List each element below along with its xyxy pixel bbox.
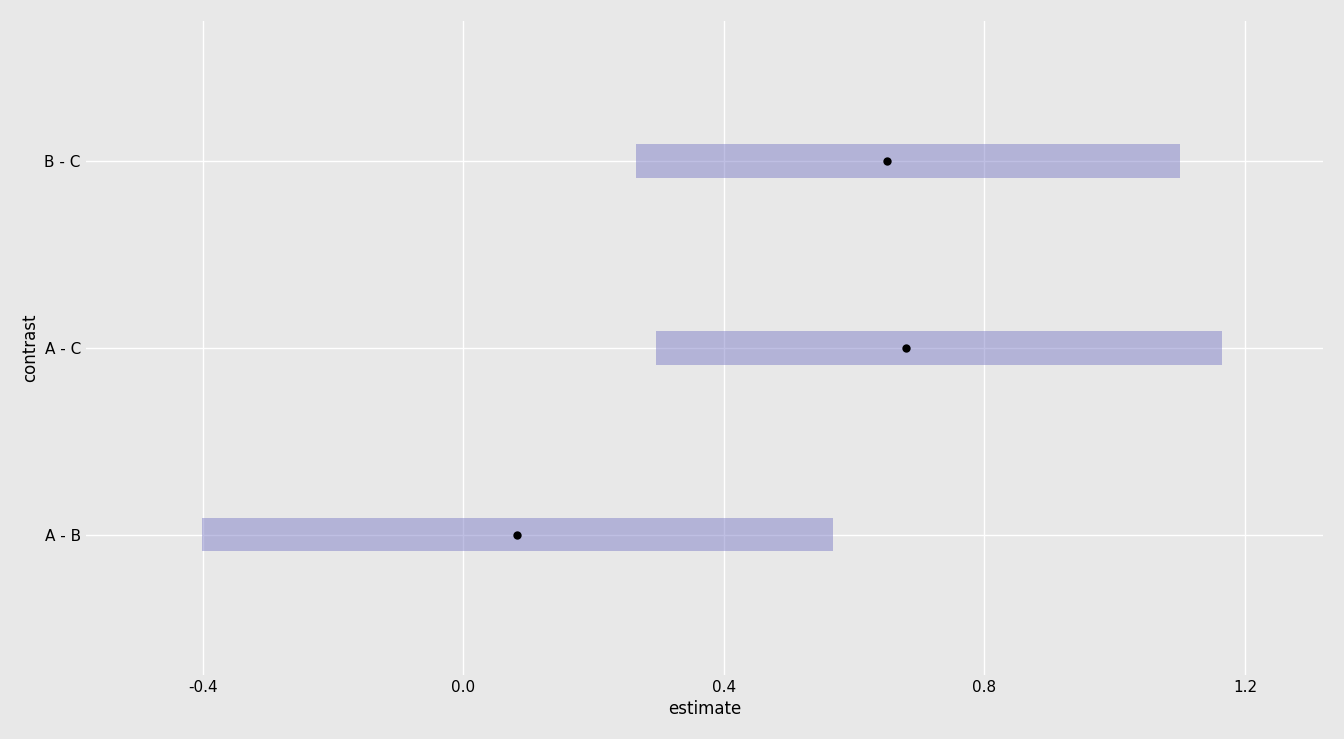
Bar — [656, 331, 1222, 364]
Y-axis label: contrast: contrast — [22, 313, 39, 382]
Bar — [636, 144, 1180, 178]
X-axis label: estimate: estimate — [668, 700, 741, 718]
Bar — [202, 518, 833, 551]
